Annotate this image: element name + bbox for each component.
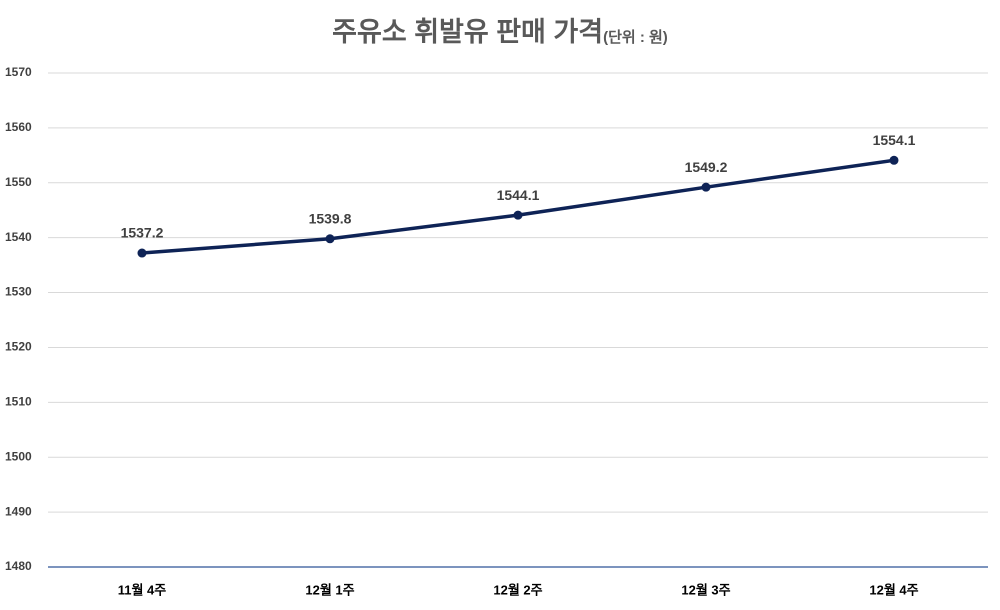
x-tick-label: 12월 1주 xyxy=(305,582,354,597)
x-tick-label: 12월 2주 xyxy=(493,582,542,597)
y-tick-label: 1520 xyxy=(5,340,32,354)
x-tick-label: 12월 3주 xyxy=(681,582,730,597)
marker xyxy=(325,234,335,244)
data-label: 1537.2 xyxy=(121,225,164,241)
data-label: 1554.1 xyxy=(873,132,916,148)
marker xyxy=(889,155,899,165)
y-tick-label: 1480 xyxy=(5,559,32,573)
marker xyxy=(137,248,147,258)
data-label: 1539.8 xyxy=(309,210,352,226)
y-tick-label: 1500 xyxy=(5,449,32,463)
y-tick-label: 1540 xyxy=(5,230,32,244)
chart-title-group: 주유소 휘발유 판매 가격(단위 : 원) xyxy=(332,17,668,47)
y-tick-label: 1570 xyxy=(5,65,32,79)
y-tick-label: 1560 xyxy=(5,120,32,134)
line xyxy=(141,158,895,255)
y-tick-label: 1490 xyxy=(5,504,32,518)
y-tick-label: 1530 xyxy=(5,285,32,299)
chart-title: 주유소 휘발유 판매 가격 xyxy=(332,17,603,47)
x-tick-label: 12월 4주 xyxy=(869,582,918,597)
marker xyxy=(513,210,523,220)
data-label: 1544.1 xyxy=(497,187,540,203)
y-tick-label: 1550 xyxy=(5,175,32,189)
x-tick-label: 11월 4주 xyxy=(118,582,167,597)
marker xyxy=(701,182,711,192)
y-tick-label: 1510 xyxy=(5,395,32,409)
data-label: 1549.2 xyxy=(685,159,728,175)
chart-unit: (단위 : 원) xyxy=(603,29,668,46)
